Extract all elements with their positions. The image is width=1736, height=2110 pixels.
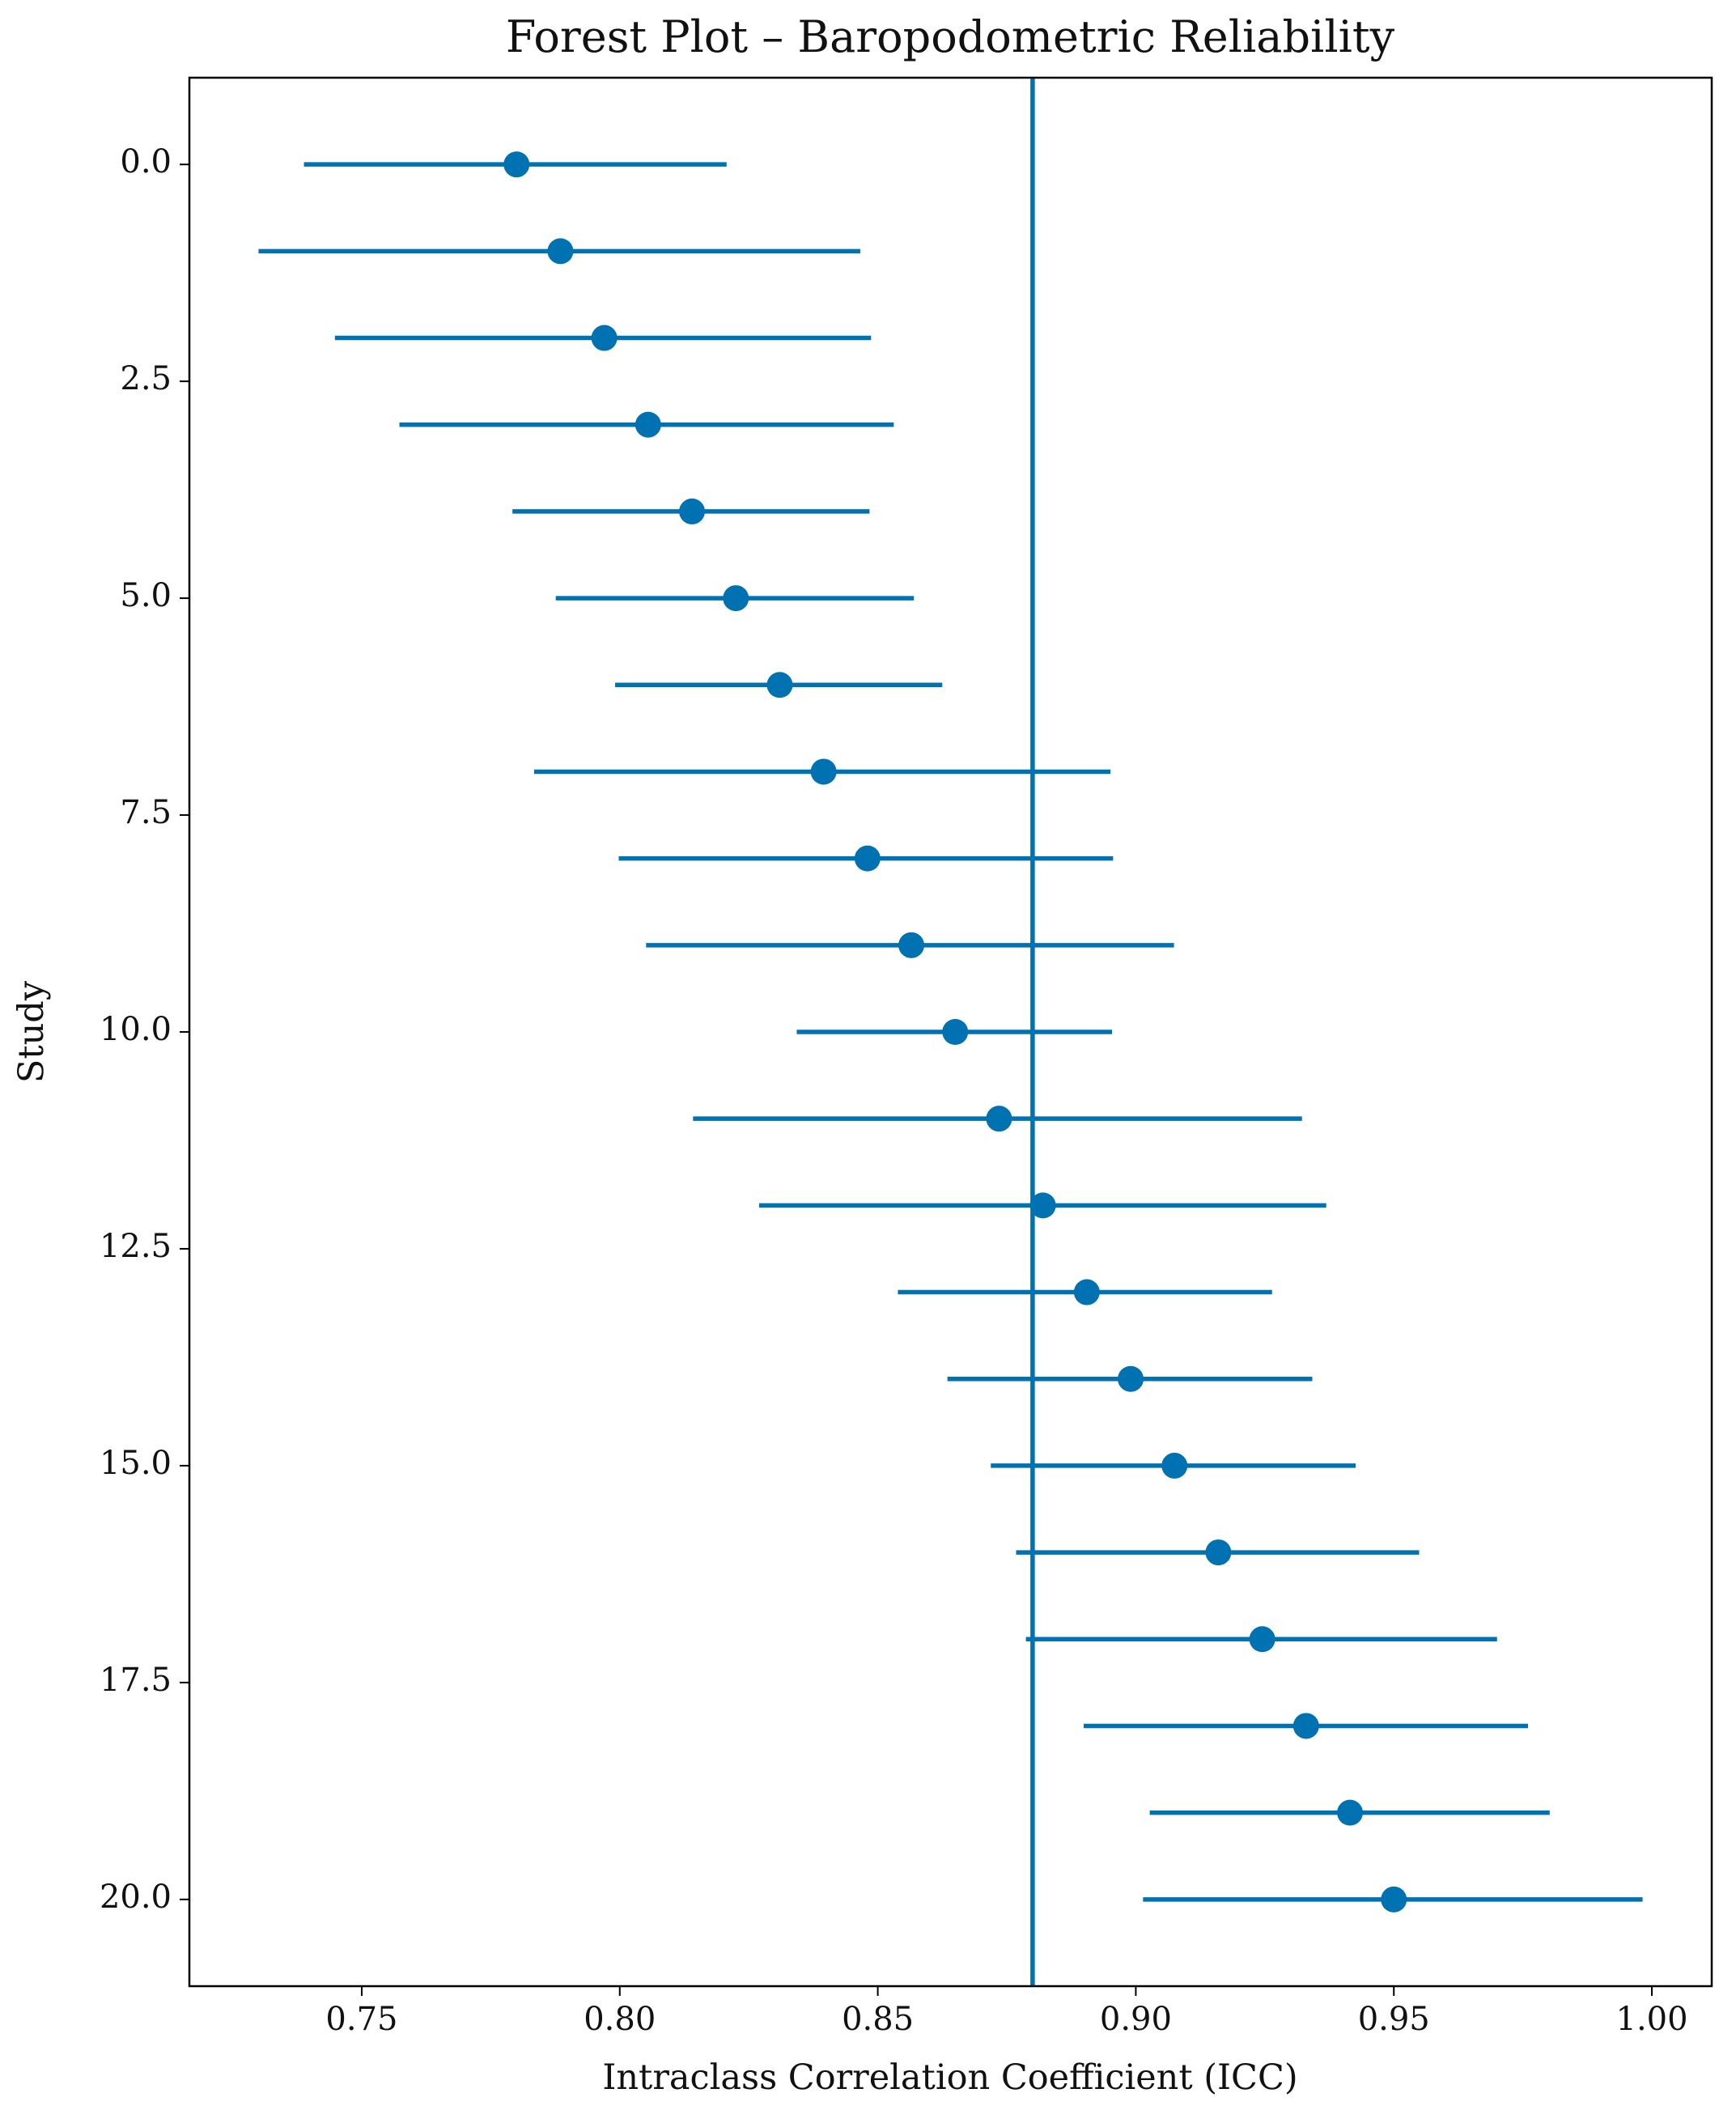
point-estimate bbox=[1118, 1365, 1144, 1392]
point-estimate bbox=[986, 1106, 1012, 1132]
x-tick-label: 0.85 bbox=[842, 2001, 914, 2038]
point-estimate bbox=[723, 585, 749, 612]
point-estimate bbox=[1292, 1713, 1319, 1739]
y-tick-label: 15.0 bbox=[100, 1445, 172, 1482]
x-tick-label: 0.75 bbox=[325, 2001, 397, 2038]
point-estimate bbox=[679, 498, 706, 524]
point-estimate bbox=[854, 845, 881, 872]
point-estimate bbox=[503, 151, 530, 178]
y-tick-label: 0.0 bbox=[120, 143, 172, 180]
point-estimate bbox=[810, 758, 837, 785]
point-estimate bbox=[1205, 1539, 1232, 1566]
y-tick-label: 5.0 bbox=[120, 577, 172, 614]
y-tick-label: 7.5 bbox=[120, 794, 172, 831]
y-tick-label: 17.5 bbox=[100, 1662, 172, 1699]
point-estimate bbox=[1381, 1886, 1407, 1913]
y-tick-label: 12.5 bbox=[100, 1228, 172, 1265]
x-tick-label: 0.90 bbox=[1100, 2001, 1172, 2038]
point-estimate bbox=[942, 1019, 969, 1045]
y-tick-label: 20.0 bbox=[100, 1879, 172, 1916]
x-axis-label: Intraclass Correlation Coefficient (ICC) bbox=[602, 2057, 1297, 2098]
point-estimate bbox=[766, 672, 793, 698]
plot-frame bbox=[188, 76, 1713, 1988]
y-tick-label: 2.5 bbox=[120, 360, 172, 397]
x-tick-label: 0.95 bbox=[1358, 2001, 1430, 2038]
point-estimate bbox=[547, 238, 574, 265]
point-estimate bbox=[898, 932, 925, 958]
y-tick-label: 10.0 bbox=[100, 1011, 172, 1048]
chart-title: Forest Plot – Baropodometric Reliability bbox=[506, 11, 1395, 62]
point-estimate bbox=[1249, 1626, 1275, 1653]
point-estimate bbox=[1029, 1192, 1056, 1219]
x-tick-label: 1.00 bbox=[1616, 2001, 1688, 2038]
point-estimate bbox=[591, 325, 618, 351]
x-tick-label: 0.80 bbox=[584, 2001, 656, 2038]
point-estimate bbox=[635, 411, 661, 438]
point-estimate bbox=[1337, 1799, 1364, 1826]
point-estimate bbox=[1073, 1279, 1100, 1305]
point-estimate bbox=[1161, 1452, 1188, 1479]
y-axis-label: Study bbox=[11, 980, 52, 1083]
